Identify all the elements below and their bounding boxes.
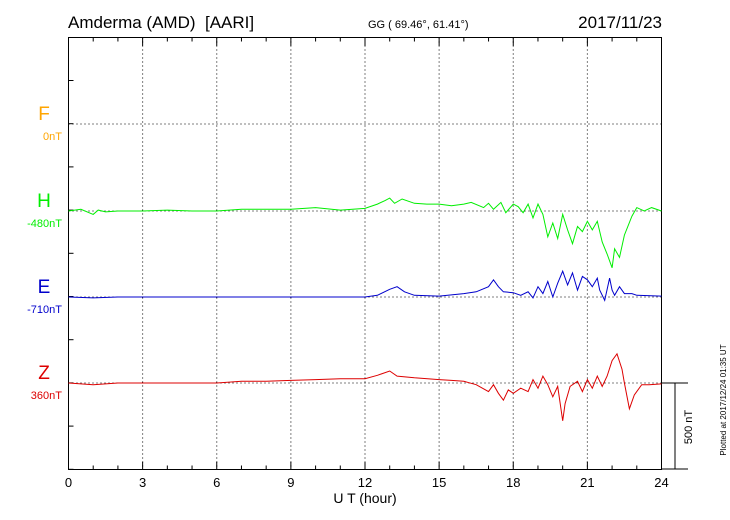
grid bbox=[68, 37, 662, 470]
x-tick-label: 6 bbox=[213, 475, 220, 490]
x-tick-label: 21 bbox=[580, 475, 594, 490]
component-labels: F 0nT H -480nT E -710nT Z 360nT bbox=[27, 104, 62, 402]
geo-coordinates: GG ( 69.46°, 61.41°) bbox=[368, 19, 469, 31]
component-name-h: H bbox=[37, 191, 51, 212]
date-label: 2017/11/23 bbox=[578, 13, 662, 32]
component-name-z: Z bbox=[38, 363, 50, 384]
series-line-z bbox=[68, 352, 662, 421]
x-tick-label: 24 bbox=[654, 475, 668, 490]
series-line-e bbox=[68, 269, 662, 302]
x-tick-label: 18 bbox=[506, 475, 520, 490]
x-axis-ticks: 0 3 6 9 12 15 18 21 24 bbox=[65, 37, 669, 490]
observatory-label: [AARI] bbox=[205, 13, 254, 32]
series-lines bbox=[68, 197, 662, 421]
component-baseline-h: -480nT bbox=[27, 218, 62, 230]
component-baseline-e: -710nT bbox=[27, 304, 62, 316]
component-baseline-f: 0nT bbox=[43, 131, 62, 143]
x-tick-label: 3 bbox=[139, 475, 146, 490]
plotted-note: Plotted at 2017/12/24 01:35 UT bbox=[719, 344, 728, 455]
scale-bar-label: 500 nT bbox=[683, 410, 695, 445]
x-tick-label: 9 bbox=[287, 475, 294, 490]
scale-bar: 500 nT bbox=[661, 382, 695, 470]
component-name-e: E bbox=[38, 277, 51, 298]
component-name-f: F bbox=[38, 104, 50, 125]
component-baseline-z: 360nT bbox=[31, 390, 62, 402]
x-axis-label: U T (hour) bbox=[333, 490, 396, 506]
x-tick-label: 0 bbox=[65, 475, 72, 490]
series-line-h bbox=[68, 197, 662, 268]
x-tick-label: 15 bbox=[432, 475, 446, 490]
station-title: Amderma (AMD) bbox=[68, 13, 196, 32]
x-tick-label: 12 bbox=[358, 475, 372, 490]
